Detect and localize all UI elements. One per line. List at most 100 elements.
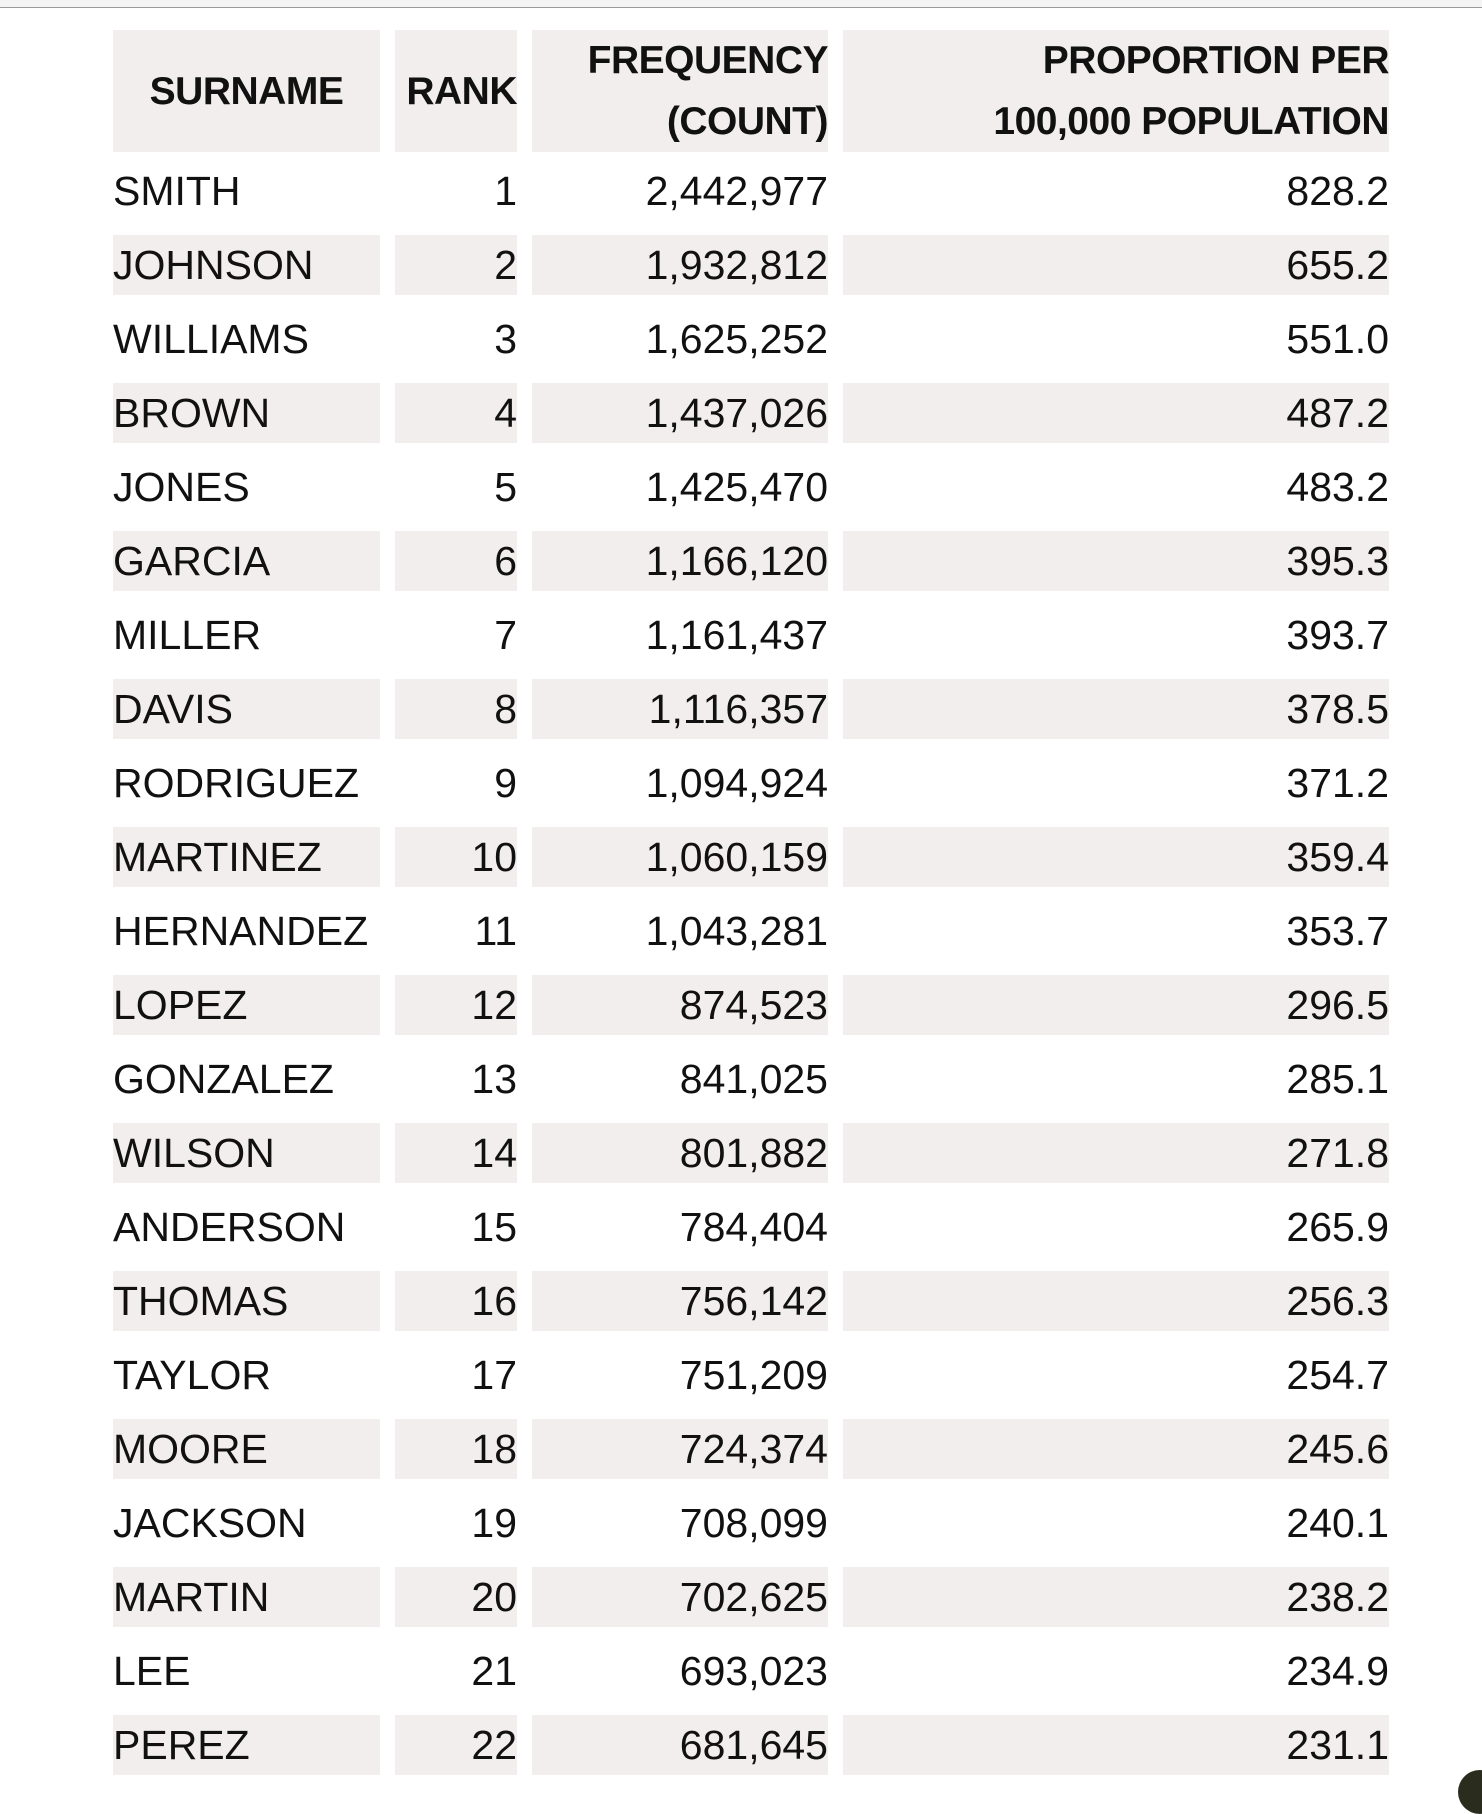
proportion-cell: 234.9 [1286, 1647, 1389, 1694]
frequency-cell: 2,442,977 [645, 167, 828, 214]
frequency-cell: 1,060,159 [532, 827, 828, 887]
rank-cell: 21 [471, 1647, 517, 1694]
proportion-cell: 271.8 [843, 1123, 1389, 1183]
proportion-cell: 245.6 [843, 1419, 1389, 1479]
rank-cell: 2 [395, 235, 517, 295]
header-proportion-line2: 100,000 POPULATION [993, 100, 1389, 143]
rank-cell: 12 [395, 975, 517, 1035]
table-header: SURNAME RANK FREQUENCY (COUNT) PROPORTION… [113, 30, 1390, 152]
proportion-cell: 254.7 [1286, 1351, 1389, 1398]
rank-cell: 7 [494, 611, 517, 658]
frequency-cell: 1,043,281 [645, 907, 828, 954]
table-row: HERNANDEZ 11 1,043,281 353.7 [113, 901, 1389, 961]
surname-cell: GARCIA [113, 531, 380, 591]
frequency-cell: 724,374 [532, 1419, 828, 1479]
rank-cell: 16 [395, 1271, 517, 1331]
surname-cell: SMITH [113, 167, 241, 214]
surname-table: SURNAME RANK FREQUENCY (COUNT) PROPORTION… [113, 30, 1390, 1789]
frequency-cell: 1,116,357 [532, 679, 828, 739]
frequency-cell: 1,625,252 [645, 315, 828, 362]
rank-cell: 11 [474, 907, 517, 954]
frequency-cell: 1,932,812 [532, 235, 828, 295]
surname-cell: PEREZ [113, 1715, 380, 1775]
surname-cell: MILLER [113, 611, 262, 658]
rank-cell: 17 [471, 1351, 517, 1398]
header-surname[interactable]: SURNAME [113, 30, 380, 152]
rank-cell: 10 [395, 827, 517, 887]
proportion-cell: 238.2 [843, 1567, 1389, 1627]
surname-cell: BROWN [113, 383, 380, 443]
table-row: GONZALEZ 13 841,025 285.1 [113, 1049, 1389, 1109]
rank-cell: 5 [494, 463, 517, 510]
table-row: MARTIN 20 702,625 238.2 [113, 1567, 1389, 1627]
rank-cell: 22 [395, 1715, 517, 1775]
table-row: BROWN 4 1,437,026 487.2 [113, 383, 1389, 443]
proportion-cell: 353.7 [1286, 907, 1389, 954]
rank-cell: 3 [494, 315, 517, 362]
rank-cell: 14 [395, 1123, 517, 1183]
rank-cell: 13 [471, 1055, 517, 1102]
surname-cell: HERNANDEZ [113, 907, 369, 954]
rank-cell: 18 [395, 1419, 517, 1479]
frequency-cell: 841,025 [679, 1055, 828, 1102]
frequency-cell: 1,437,026 [532, 383, 828, 443]
rank-cell: 19 [471, 1499, 517, 1546]
table-row: WILSON 14 801,882 271.8 [113, 1123, 1389, 1183]
surname-cell: MOORE [113, 1419, 380, 1479]
surname-cell: RODRIGUEZ [113, 759, 359, 806]
frequency-cell: 1,166,120 [532, 531, 828, 591]
frequency-cell: 693,023 [679, 1647, 828, 1694]
frequency-cell: 801,882 [532, 1123, 828, 1183]
proportion-cell: 828.2 [1286, 167, 1389, 214]
proportion-cell: 393.7 [1286, 611, 1389, 658]
header-rank[interactable]: RANK [395, 30, 518, 152]
surname-cell: MARTIN [113, 1567, 380, 1627]
proportion-cell: 265.9 [1286, 1203, 1389, 1250]
surname-cell: WILSON [113, 1123, 380, 1183]
table-row: TAYLOR 17 751,209 254.7 [113, 1345, 1389, 1405]
floating-button-edge[interactable] [1458, 1770, 1482, 1814]
table-row: GARCIA 6 1,166,120 395.3 [113, 531, 1389, 591]
frequency-cell: 702,625 [532, 1567, 828, 1627]
table-row: MOORE 18 724,374 245.6 [113, 1419, 1389, 1479]
table-row: PEREZ 22 681,645 231.1 [113, 1715, 1389, 1775]
rank-cell: 4 [395, 383, 517, 443]
table-row: JACKSON 19 708,099 240.1 [113, 1493, 1389, 1553]
proportion-cell: 240.1 [1286, 1499, 1389, 1546]
frequency-cell: 1,094,924 [645, 759, 828, 806]
proportion-cell: 359.4 [843, 827, 1389, 887]
table-row: SMITH 1 2,442,977 828.2 [113, 161, 1389, 221]
surname-cell: JONES [113, 463, 250, 510]
table-row: ANDERSON 15 784,404 265.9 [113, 1197, 1389, 1257]
proportion-cell: 551.0 [1286, 315, 1389, 362]
rank-cell: 1 [494, 167, 517, 214]
proportion-cell: 256.3 [843, 1271, 1389, 1331]
frequency-cell: 874,523 [532, 975, 828, 1035]
browser-top-edge [0, 0, 1482, 8]
surname-cell: GONZALEZ [113, 1055, 334, 1102]
frequency-cell: 681,645 [532, 1715, 828, 1775]
surname-cell: MARTINEZ [113, 827, 380, 887]
table-body: SMITH 1 2,442,977 828.2 JOHNSON 2 1,932,812 655… [113, 161, 1389, 1775]
frequency-cell: 751,209 [679, 1351, 828, 1398]
proportion-cell: 231.1 [843, 1715, 1389, 1775]
surname-cell: TAYLOR [113, 1351, 271, 1398]
surname-cell: THOMAS [113, 1271, 380, 1331]
proportion-cell: 395.3 [843, 531, 1389, 591]
rank-cell: 9 [494, 759, 517, 806]
proportion-cell: 371.2 [1286, 759, 1389, 806]
table-row: JOHNSON 2 1,932,812 655.2 [113, 235, 1389, 295]
rank-cell: 8 [395, 679, 517, 739]
table-row: MARTINEZ 10 1,060,159 359.4 [113, 827, 1389, 887]
header-frequency[interactable]: FREQUENCY (COUNT) [532, 30, 829, 152]
table-row: JONES 5 1,425,470 483.2 [113, 457, 1389, 517]
surname-cell: ANDERSON [113, 1203, 346, 1250]
header-frequency-line2: (COUNT) [666, 100, 829, 143]
frequency-cell: 784,404 [679, 1203, 828, 1250]
proportion-cell: 483.2 [1286, 463, 1389, 510]
header-proportion[interactable]: PROPORTION PER 100,000 POPULATION [843, 30, 1390, 152]
table-row: THOMAS 16 756,142 256.3 [113, 1271, 1389, 1331]
table-row: DAVIS 8 1,116,357 378.5 [113, 679, 1389, 739]
table-row: RODRIGUEZ 9 1,094,924 371.2 [113, 753, 1389, 813]
header-proportion-line1: PROPORTION PER [1042, 39, 1390, 82]
